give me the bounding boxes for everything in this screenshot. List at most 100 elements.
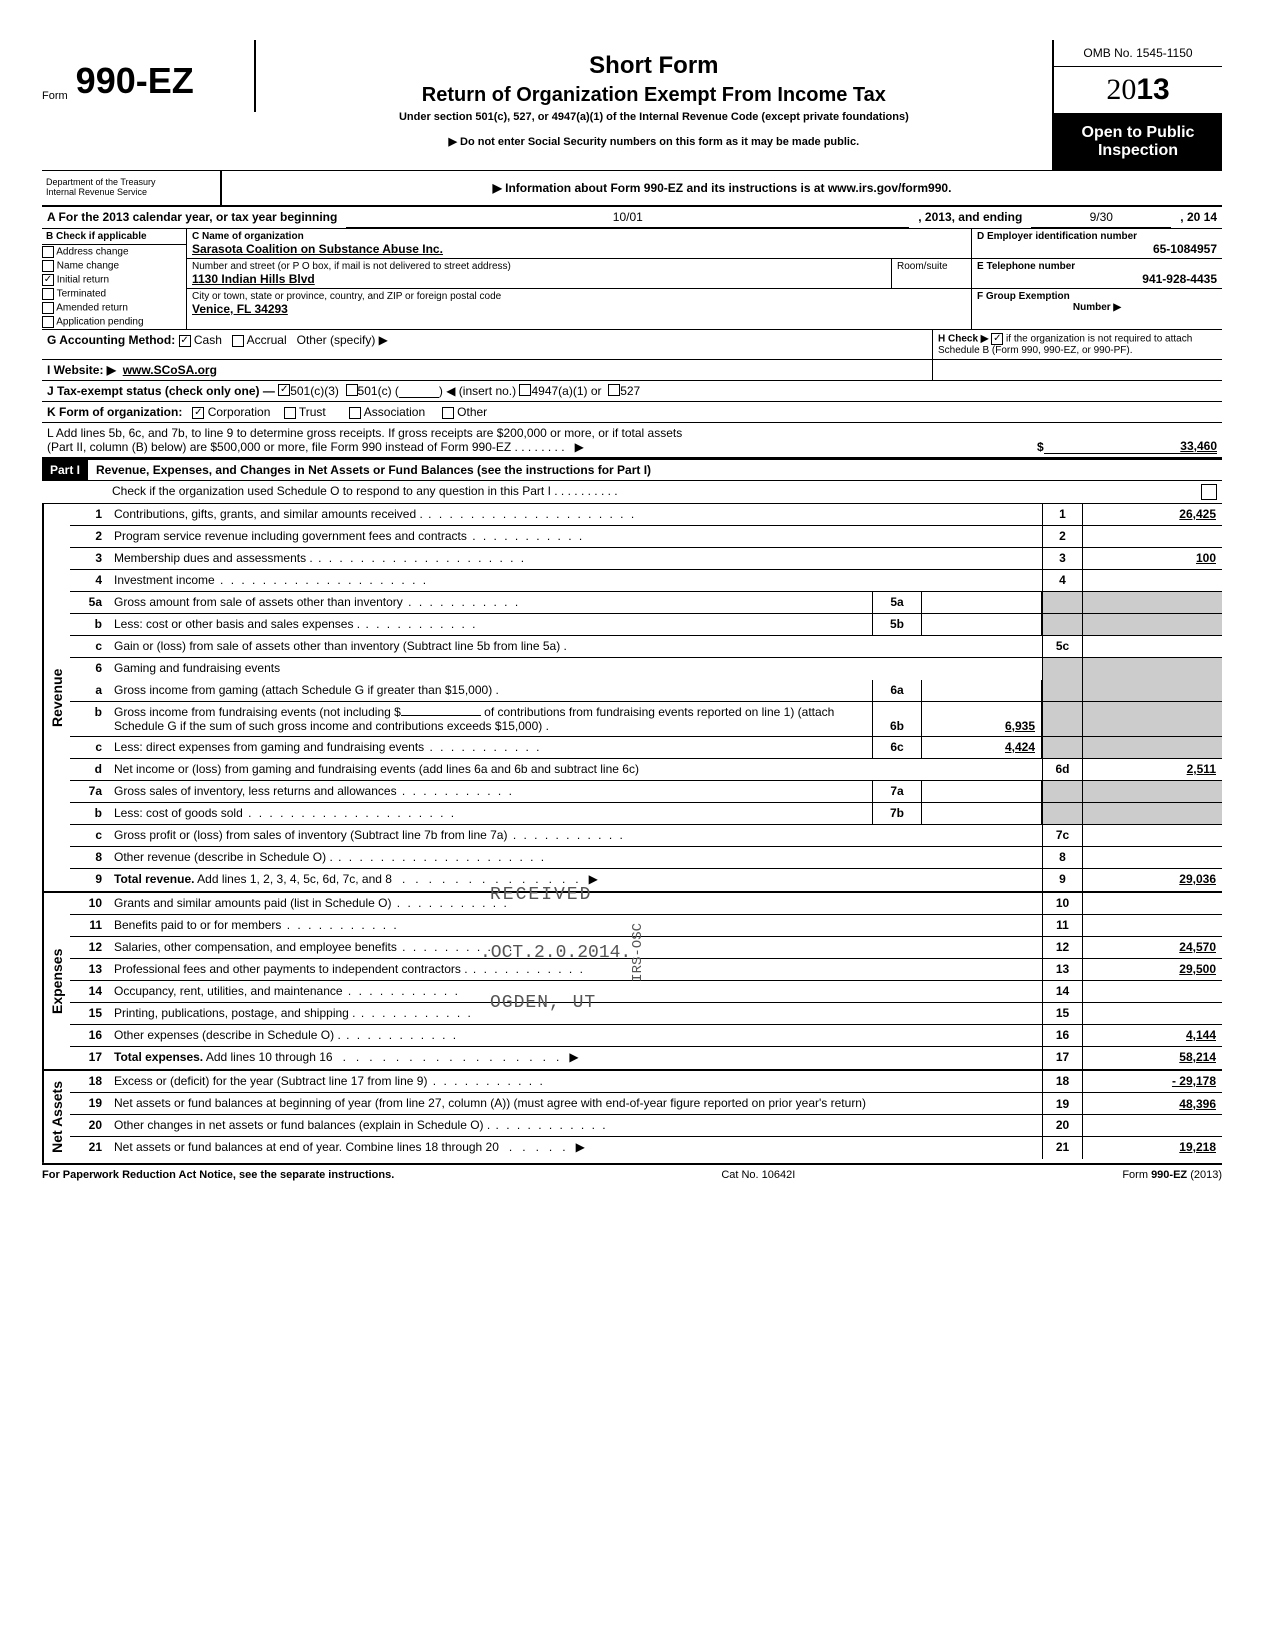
l1-val[interactable]: 26,425 <box>1082 504 1222 525</box>
l5b-desc: Less: cost or other basis and sales expe… <box>110 614 872 635</box>
chk-501c3[interactable]: ✓ <box>278 384 290 396</box>
form-number: 990-EZ <box>76 40 256 112</box>
l6d-val[interactable]: 2,511 <box>1082 759 1222 780</box>
website[interactable]: www.SCoSA.org <box>123 363 217 377</box>
tax-year: 2013 <box>1054 67 1222 114</box>
l7b-iv[interactable] <box>922 803 1042 824</box>
chk-527[interactable] <box>608 384 620 396</box>
l10-val[interactable] <box>1082 893 1222 914</box>
year-bold: 13 <box>1136 73 1169 106</box>
l5c-val[interactable] <box>1082 636 1222 657</box>
l15-rnum: 15 <box>1042 1003 1082 1024</box>
b-column: B Check if applicable Address change Nam… <box>42 229 187 329</box>
l2-rnum: 2 <box>1042 526 1082 547</box>
l6c-iv[interactable]: 4,424 <box>922 737 1042 758</box>
l5a-rsh <box>1042 592 1082 613</box>
chk-other[interactable] <box>442 407 454 419</box>
l-val[interactable]: 33,460 <box>1044 439 1217 454</box>
l15-val[interactable] <box>1082 1003 1222 1024</box>
l1-num: 1 <box>70 504 110 525</box>
chk-terminated[interactable] <box>42 288 54 300</box>
l9-val[interactable]: 29,036 <box>1082 869 1222 891</box>
l21-rnum: 21 <box>1042 1137 1082 1159</box>
footer-mid: Cat No. 10642I <box>721 1169 795 1181</box>
l6a-rsh <box>1042 680 1082 701</box>
chk-amended[interactable] <box>42 302 54 314</box>
chk-corp[interactable]: ✓ <box>192 407 204 419</box>
l9-arrow: ▶ <box>589 872 598 886</box>
l6b-num: b <box>70 702 110 736</box>
l5a-iv[interactable] <box>922 592 1042 613</box>
l8-num: 8 <box>70 847 110 868</box>
l3-val[interactable]: 100 <box>1082 548 1222 569</box>
l21-val[interactable]: 19,218 <box>1082 1137 1222 1159</box>
chk-accrual[interactable] <box>232 335 244 347</box>
j-527: 527 <box>620 384 640 398</box>
l6a-iv[interactable] <box>922 680 1042 701</box>
l16-rnum: 16 <box>1042 1025 1082 1046</box>
l16-num: 16 <box>70 1025 110 1046</box>
l14-val[interactable] <box>1082 981 1222 1002</box>
chk-cash[interactable]: ✓ <box>179 335 191 347</box>
l3-num: 3 <box>70 548 110 569</box>
l19-val[interactable]: 48,396 <box>1082 1093 1222 1114</box>
stamp-date: .OCT.2.0.2014. <box>480 943 631 963</box>
b-label: B Check if applicable <box>42 229 186 245</box>
a-end[interactable]: 9/30 <box>1031 207 1171 228</box>
l2-val[interactable] <box>1082 526 1222 547</box>
l1-rnum: 1 <box>1042 504 1082 525</box>
l6b-in: 6b <box>872 702 922 736</box>
l7b-num: b <box>70 803 110 824</box>
chk-501c[interactable] <box>346 384 358 396</box>
l-row: L Add lines 5b, 6c, and 7b, to line 9 to… <box>42 423 1222 458</box>
chk-initial[interactable]: ✓ <box>42 274 54 286</box>
l21-num: 21 <box>70 1137 110 1159</box>
title-block: Short Form Return of Organization Exempt… <box>256 40 1052 160</box>
l19-rnum: 19 <box>1042 1093 1082 1114</box>
expenses-section: Expenses RECEIVED .OCT.2.0.2014. OGDEN, … <box>42 893 1222 1071</box>
arrow-note-1: ▶ Do not enter Social Security numbers o… <box>266 135 1042 148</box>
dept-row: Department of the Treasury Internal Reve… <box>42 170 1222 207</box>
open-public: Open to Public Inspection <box>1054 114 1222 170</box>
l13-val[interactable]: 29,500 <box>1082 959 1222 980</box>
chk-name[interactable] <box>42 260 54 272</box>
chk-address[interactable] <box>42 246 54 258</box>
l6b-iv[interactable]: 6,935 <box>922 702 1042 736</box>
l7c-val[interactable] <box>1082 825 1222 846</box>
chk-4947[interactable] <box>519 384 531 396</box>
l6b-rvsh <box>1082 702 1222 736</box>
l5b-iv[interactable] <box>922 614 1042 635</box>
footer-right: Form 990-EZ (2013) <box>1122 1169 1222 1181</box>
l17-val[interactable]: 58,214 <box>1082 1047 1222 1069</box>
l9-rnum: 9 <box>1042 869 1082 891</box>
a-begin[interactable]: 10/01 <box>346 207 909 228</box>
i-label: I Website: ▶ <box>47 363 116 377</box>
l4-val[interactable] <box>1082 570 1222 591</box>
chk-h[interactable]: ✓ <box>991 333 1003 345</box>
l20-val[interactable] <box>1082 1115 1222 1136</box>
l6a-rvsh <box>1082 680 1222 701</box>
k-trust: Trust <box>299 405 326 419</box>
org-name[interactable]: Sarasota Coalition on Substance Abuse In… <box>192 242 966 256</box>
b-item-5: Application pending <box>56 317 143 328</box>
l16-val[interactable]: 4,144 <box>1082 1025 1222 1046</box>
l18-val[interactable]: - 29,178 <box>1082 1071 1222 1092</box>
l11-val[interactable] <box>1082 915 1222 936</box>
chk-assoc[interactable] <box>349 407 361 419</box>
l8-val[interactable] <box>1082 847 1222 868</box>
l7a-iv[interactable] <box>922 781 1042 802</box>
ein[interactable]: 65-1084957 <box>977 242 1217 256</box>
c-column: C Name of organization Sarasota Coalitio… <box>187 229 972 329</box>
phone[interactable]: 941-928-4435 <box>977 272 1217 286</box>
l6-desc: Gaming and fundraising events <box>110 658 1042 680</box>
l7a-rsh <box>1042 781 1082 802</box>
chk-part1-schedo[interactable] <box>1201 484 1217 500</box>
l5b-rvsh <box>1082 614 1222 635</box>
org-addr[interactable]: 1130 Indian Hills Blvd <box>192 272 886 286</box>
org-city[interactable]: Venice, FL 34293 <box>192 302 966 316</box>
l12-val[interactable]: 24,570 <box>1082 937 1222 958</box>
chk-pending[interactable] <box>42 316 54 328</box>
chk-trust[interactable] <box>284 407 296 419</box>
title-row: Form 990-EZ Short Form Return of Organiz… <box>42 40 1222 170</box>
l7a-rvsh <box>1082 781 1222 802</box>
